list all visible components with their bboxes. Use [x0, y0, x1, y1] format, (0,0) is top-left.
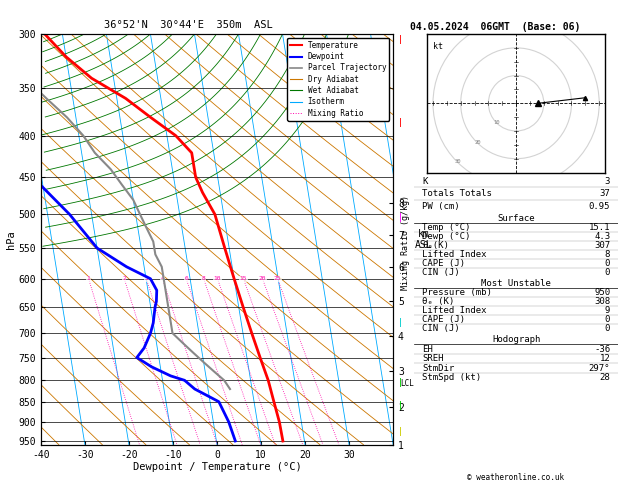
Text: 3: 3 [145, 276, 148, 281]
Y-axis label: hPa: hPa [6, 230, 16, 249]
Text: |: | [398, 401, 403, 410]
Text: 8: 8 [202, 276, 206, 281]
Text: -36: -36 [594, 345, 610, 354]
Text: 308: 308 [594, 297, 610, 306]
Text: θₑ (K): θₑ (K) [422, 297, 454, 306]
Text: Totals Totals: Totals Totals [422, 189, 492, 198]
Text: CIN (J): CIN (J) [422, 268, 460, 278]
Text: 28: 28 [599, 373, 610, 382]
Text: 04.05.2024  06GMT  (Base: 06): 04.05.2024 06GMT (Base: 06) [410, 22, 581, 32]
Text: 297°: 297° [589, 364, 610, 373]
Text: Mixing Ratio (g/kg): Mixing Ratio (g/kg) [401, 195, 410, 291]
Text: Pressure (mb): Pressure (mb) [422, 288, 492, 297]
Text: Dewp (°C): Dewp (°C) [422, 232, 470, 242]
Text: 15: 15 [240, 276, 247, 281]
Text: 12: 12 [599, 354, 610, 363]
Text: EH: EH [422, 345, 433, 354]
Text: Surface: Surface [498, 214, 535, 224]
Text: Temp (°C): Temp (°C) [422, 224, 470, 232]
Text: © weatheronline.co.uk: © weatheronline.co.uk [467, 473, 564, 482]
Text: |: | [398, 118, 403, 126]
Text: PW (cm): PW (cm) [422, 202, 460, 210]
Text: 3: 3 [604, 177, 610, 186]
Text: 4.3: 4.3 [594, 232, 610, 242]
Text: 0: 0 [604, 315, 610, 324]
Text: 0: 0 [604, 268, 610, 278]
Text: 2: 2 [123, 276, 126, 281]
Text: 950: 950 [594, 288, 610, 297]
Text: Most Unstable: Most Unstable [481, 279, 551, 288]
Text: 10: 10 [494, 120, 500, 125]
Text: 20: 20 [474, 139, 481, 144]
Text: |: | [398, 378, 403, 387]
Text: 10: 10 [214, 276, 221, 281]
Legend: Temperature, Dewpoint, Parcel Trajectory, Dry Adiabat, Wet Adiabat, Isotherm, Mi: Temperature, Dewpoint, Parcel Trajectory… [287, 38, 389, 121]
Text: CAPE (J): CAPE (J) [422, 260, 465, 268]
Text: LCL: LCL [400, 379, 414, 388]
Text: |: | [398, 213, 403, 223]
Text: CIN (J): CIN (J) [422, 324, 460, 333]
Text: |: | [398, 35, 403, 44]
Text: CAPE (J): CAPE (J) [422, 315, 465, 324]
Text: 0.95: 0.95 [589, 202, 610, 210]
Text: 25: 25 [274, 276, 281, 281]
Y-axis label: km
ASL: km ASL [415, 228, 432, 250]
Text: 8: 8 [604, 250, 610, 260]
Text: 15.1: 15.1 [589, 224, 610, 232]
Text: StmSpd (kt): StmSpd (kt) [422, 373, 481, 382]
Text: θₑ(K): θₑ(K) [422, 242, 449, 250]
Text: 4: 4 [160, 276, 164, 281]
Text: Hodograph: Hodograph [492, 335, 540, 344]
Text: Lifted Index: Lifted Index [422, 250, 487, 260]
Text: 20: 20 [259, 276, 266, 281]
Text: |: | [398, 318, 403, 328]
Text: |: | [398, 427, 403, 436]
Text: 9: 9 [604, 306, 610, 315]
Text: Lifted Index: Lifted Index [422, 306, 487, 315]
Text: 0: 0 [604, 324, 610, 333]
Text: StmDir: StmDir [422, 364, 454, 373]
Text: 0: 0 [604, 260, 610, 268]
Text: K: K [422, 177, 428, 186]
Text: SREH: SREH [422, 354, 443, 363]
Text: 1: 1 [87, 276, 91, 281]
Text: 6: 6 [184, 276, 188, 281]
X-axis label: Dewpoint / Temperature (°C): Dewpoint / Temperature (°C) [133, 462, 301, 472]
Title: 36°52'N  30°44'E  350m  ASL: 36°52'N 30°44'E 350m ASL [104, 20, 273, 31]
Text: 307: 307 [594, 242, 610, 250]
Text: 30: 30 [455, 159, 461, 164]
Text: kt: kt [433, 42, 443, 52]
Text: 37: 37 [599, 189, 610, 198]
